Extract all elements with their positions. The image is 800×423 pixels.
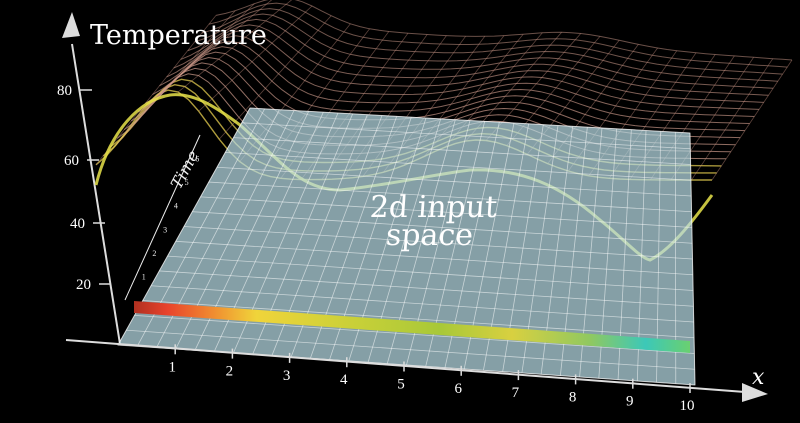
time-ticks: 1 2 3 4 5 6 [142, 155, 200, 282]
x-ticks: 1 2 3 4 5 6 7 8 9 10 [168, 344, 695, 414]
surface-row-line [159, 40, 755, 117]
surface-col-line [711, 59, 793, 181]
x-tick-label: 6 [454, 381, 462, 397]
time-tick-label: 4 [174, 202, 178, 211]
x-tick-label: 1 [168, 359, 176, 375]
temperature-axis-line [71, 43, 121, 345]
plane-grid-line [183, 226, 693, 260]
surface-col-line [691, 58, 774, 181]
surface-col-line [218, 15, 332, 140]
plane-grid-line [208, 181, 692, 213]
plane-grid-line [241, 122, 691, 150]
x-tick-label: 7 [512, 385, 520, 401]
plane-grid-line [134, 314, 695, 354]
plane-grid-line [175, 240, 693, 276]
plane-grid-line [233, 137, 691, 165]
x-axis-label: x [752, 365, 765, 390]
temperature-tick-label: 80 [57, 83, 72, 99]
temperature-tick-label: 60 [64, 153, 79, 169]
surface-col-line [198, 5, 313, 112]
surface-row-line [145, 51, 745, 132]
plane-grid-line [216, 166, 692, 197]
plane-grid-line [192, 211, 693, 244]
time-tick-label: 5 [185, 178, 189, 187]
time-tick-label: 3 [163, 225, 167, 234]
x-tick-label: 5 [397, 377, 405, 393]
surface-row-line [215, 0, 793, 61]
plane-grid-line [126, 329, 695, 370]
x-tick-label: 9 [626, 394, 634, 410]
time-axis-line [124, 134, 201, 301]
x-tick-label: 8 [569, 389, 577, 405]
plane-grid-line [225, 152, 691, 181]
temperature-axis [62, 12, 121, 345]
plane-label-line2: space [385, 218, 474, 253]
surface-row-line [201, 8, 783, 75]
temperature-surface [95, 0, 793, 181]
x-tick-label: 10 [680, 398, 695, 414]
surface-col-line [177, 0, 293, 93]
x-axis [65, 339, 768, 402]
x-tick-label: 3 [283, 368, 291, 384]
temperature-tick-label: 20 [76, 277, 91, 293]
plane-grid-line [200, 196, 692, 228]
plane-label-line1: 2d input [369, 190, 499, 225]
x-tick-label: 4 [340, 372, 348, 388]
temperature-tick-label: 40 [70, 216, 85, 232]
time-tick-label: 1 [142, 272, 146, 281]
x-tick-label: 2 [226, 364, 234, 380]
temperature-strip [134, 301, 690, 353]
plane-grid-line [167, 255, 694, 291]
surface-col-line [95, 15, 217, 166]
surface-row-line [208, 2, 788, 68]
surface-col-line [116, 10, 236, 145]
time-tick-label: 2 [152, 249, 156, 258]
temperature-axis-label: Temperature [90, 20, 267, 51]
surface-row-line [180, 24, 769, 96]
plane-grid-line [142, 300, 695, 339]
temperature-ticks: 20 40 60 80 [57, 83, 111, 293]
surface-row-line [187, 18, 774, 89]
surface-row-line [173, 29, 764, 103]
surface-row-line [194, 13, 778, 82]
time-tick-label: 6 [195, 155, 199, 164]
surface-row-line [152, 46, 750, 124]
surface-col-line [157, 0, 273, 95]
x-axis-arrowhead [742, 383, 768, 402]
temperature-axis-arrowhead [62, 12, 80, 38]
surface-row-line [166, 35, 760, 110]
x-axis-line [65, 339, 746, 393]
plane-grid-line [249, 107, 691, 134]
plane-grid-line [159, 270, 694, 307]
plane-grid-line [150, 285, 694, 323]
